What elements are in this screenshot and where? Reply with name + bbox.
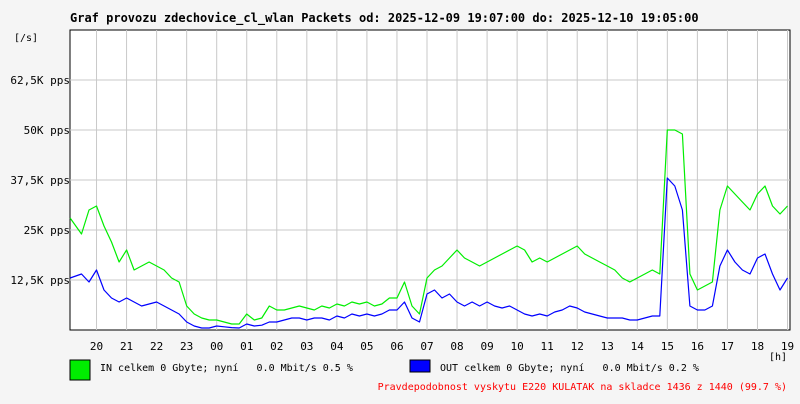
x-tick-label: 19 [781, 340, 794, 353]
x-tick-label: 01 [240, 340, 253, 353]
y-tick-label: 25K pps [24, 224, 70, 237]
x-tick-label: 07 [420, 340, 433, 353]
x-tick-label: 12 [571, 340, 584, 353]
grid-lines [70, 30, 790, 330]
y-tick-label: 62,5K pps [10, 74, 70, 87]
x-tick-label: 23 [180, 340, 193, 353]
series-layer [69, 129, 789, 329]
x-tick-label: 05 [360, 340, 373, 353]
footer-note: Pravdepodobnost vyskytu E220 KULATAK na … [378, 382, 787, 393]
x-tick-label: 00 [210, 340, 223, 353]
tick-labels: 20 21 22 23 00 01 02 03 04 05 06 07 08 09 10 11 12 13 14 15… [10, 74, 794, 353]
x-tick-label: 22 [150, 340, 163, 353]
x-tick-label: 11 [541, 340, 554, 353]
series-out-line [69, 177, 789, 329]
chart-title: Graf provozu zdechovice_cl_wlan Packets … [70, 11, 699, 26]
legend-in-label: IN celkem 0 Gbyte; nyní 0.0 Mbit/s 0.5 % [100, 362, 353, 374]
x-tick-label: 03 [300, 340, 313, 353]
x-tick-label: 10 [510, 340, 523, 353]
x-tick-label: 18 [751, 340, 764, 353]
legend-out-swatch [409, 359, 431, 373]
x-tick-label: 16 [691, 340, 704, 353]
x-tick-label: 02 [270, 340, 283, 353]
x-tick-label: 15 [661, 340, 674, 353]
x-tick-label: 06 [390, 340, 403, 353]
legend-out-label: OUT celkem 0 Gbyte; nyní 0.0 Mbit/s 0.2 … [440, 362, 699, 374]
series-in-line [69, 129, 788, 325]
x-tick-label: 09 [480, 340, 493, 353]
y-axis-unit-label: [/s] [14, 33, 38, 44]
legend-in-swatch [69, 359, 91, 381]
x-tick-label: 08 [450, 340, 463, 353]
x-tick-label: 17 [721, 340, 734, 353]
y-tick-label: 12,5K pps [10, 274, 70, 287]
x-tick-label: 04 [330, 340, 344, 353]
y-tick-label: 50K pps [24, 124, 70, 137]
x-tick-label: 21 [120, 340, 133, 353]
x-axis-unit-label: [h] [769, 352, 787, 363]
x-tick-label: 20 [90, 340, 103, 353]
x-tick-label: 14 [631, 340, 645, 353]
x-tick-label: 13 [601, 340, 614, 353]
y-tick-label: 37,5K pps [10, 174, 70, 187]
